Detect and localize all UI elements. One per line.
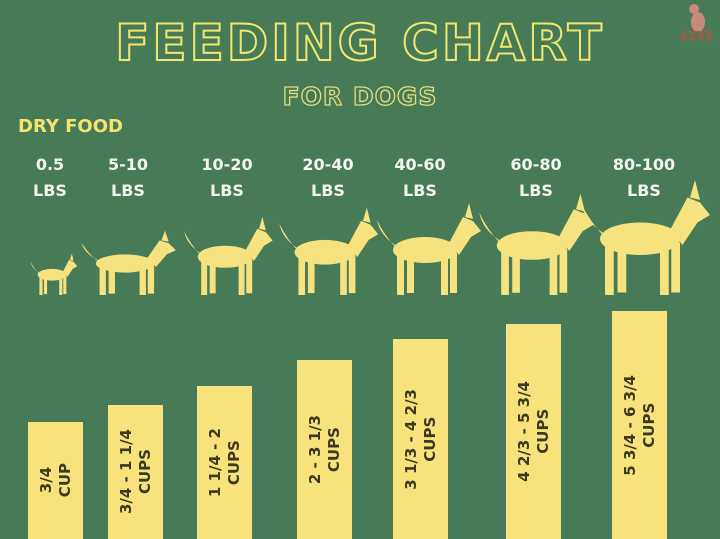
bar-unit: CUPS	[420, 416, 439, 462]
weight-unit: LBS	[311, 181, 345, 200]
bar-unit: CUP	[55, 463, 74, 498]
weight-range: 60-80	[510, 155, 562, 174]
bar-80-100: 5 3/4 - 6 3/4 CUPS	[612, 311, 667, 539]
bar-40-60: 3 1/3 - 4 2/3 CUPS	[393, 339, 448, 539]
weight-range: 10-20	[201, 155, 253, 174]
bar-amount: 5 3/4 - 6 3/4	[620, 374, 639, 476]
bar-unit: CUPS	[324, 427, 343, 472]
weight-unit: LBS	[111, 181, 145, 200]
bark-logo-text: BARK	[680, 33, 715, 44]
bar-unit: CUPS	[224, 440, 243, 485]
bar-label: 1 1/4 - 2 CUPS	[206, 428, 244, 497]
dog-3-icon	[184, 216, 273, 295]
bar-label: 5 3/4 - 6 3/4 CUPS	[621, 375, 659, 476]
dog-1-icon	[30, 253, 78, 295]
page-title: FEEDING CHART	[114, 13, 605, 73]
weight-unit: LBS	[403, 181, 437, 200]
bar-10-20: 1 1/4 - 2 CUPS	[197, 386, 252, 539]
section-label: DRY FOOD	[18, 116, 123, 137]
bark-logo-dog-icon	[684, 4, 712, 33]
weight-range: 80-100	[612, 155, 676, 174]
bar-amount: 3 1/3 - 4 2/3	[401, 388, 420, 490]
dog-4-icon	[279, 207, 379, 295]
weight-label: 60-80 LBS	[491, 152, 581, 204]
bar-amount: 3/4 - 1 1/4	[116, 429, 135, 515]
dog-7-icon	[580, 180, 710, 295]
weight-range: 40-60	[394, 155, 446, 174]
bar-label: 2 - 3 1/3 CUPS	[306, 415, 344, 484]
weight-label: 10-20 LBS	[182, 152, 272, 204]
weight-label: 80-100 LBS	[599, 152, 689, 204]
bar-label: 4 2/3 - 5 3/4 CUPS	[515, 381, 553, 482]
bar-amount: 4 2/3 - 5 3/4	[514, 381, 533, 482]
bar-amount: 3/4	[36, 467, 55, 494]
bar-label: 3 1/3 - 4 2/3 CUPS	[402, 389, 440, 490]
weight-unit: LBS	[519, 181, 553, 200]
dog-2-icon	[81, 230, 176, 295]
weight-label: 0.5 LBS	[5, 152, 95, 204]
weight-range: 0.5	[35, 155, 65, 174]
page-subtitle: FOR DOGS	[282, 81, 438, 111]
bar-label: 3/4 CUP	[37, 463, 75, 497]
bar-5-10: 3/4 - 1 1/4 CUPS	[108, 405, 163, 539]
bar-0.5: 3/4 CUP	[28, 422, 83, 539]
bar-unit: CUPS	[639, 402, 658, 448]
bar-label: 3/4 - 1 1/4 CUPS	[117, 429, 155, 514]
weight-unit: LBS	[210, 181, 244, 200]
weight-label: 40-60 LBS	[375, 152, 465, 204]
bar-amount: 1 1/4 - 2	[205, 427, 224, 498]
bar-amount: 2 - 3 1/3	[305, 414, 324, 485]
dog-5-icon	[377, 203, 481, 295]
bar-20-40: 2 - 3 1/3 CUPS	[297, 360, 352, 539]
dog-6-icon	[479, 193, 594, 295]
weight-range: 5-10	[107, 155, 149, 174]
bar-unit: CUPS	[533, 409, 552, 454]
weight-range: 20-40	[302, 155, 354, 174]
weight-unit: LBS	[33, 181, 67, 200]
bar-60-80: 4 2/3 - 5 3/4 CUPS	[506, 324, 561, 539]
weight-label: 5-10 LBS	[83, 152, 173, 204]
bar-unit: CUPS	[135, 449, 154, 495]
weight-unit: LBS	[627, 181, 661, 200]
weight-label: 20-40 LBS	[283, 152, 373, 204]
